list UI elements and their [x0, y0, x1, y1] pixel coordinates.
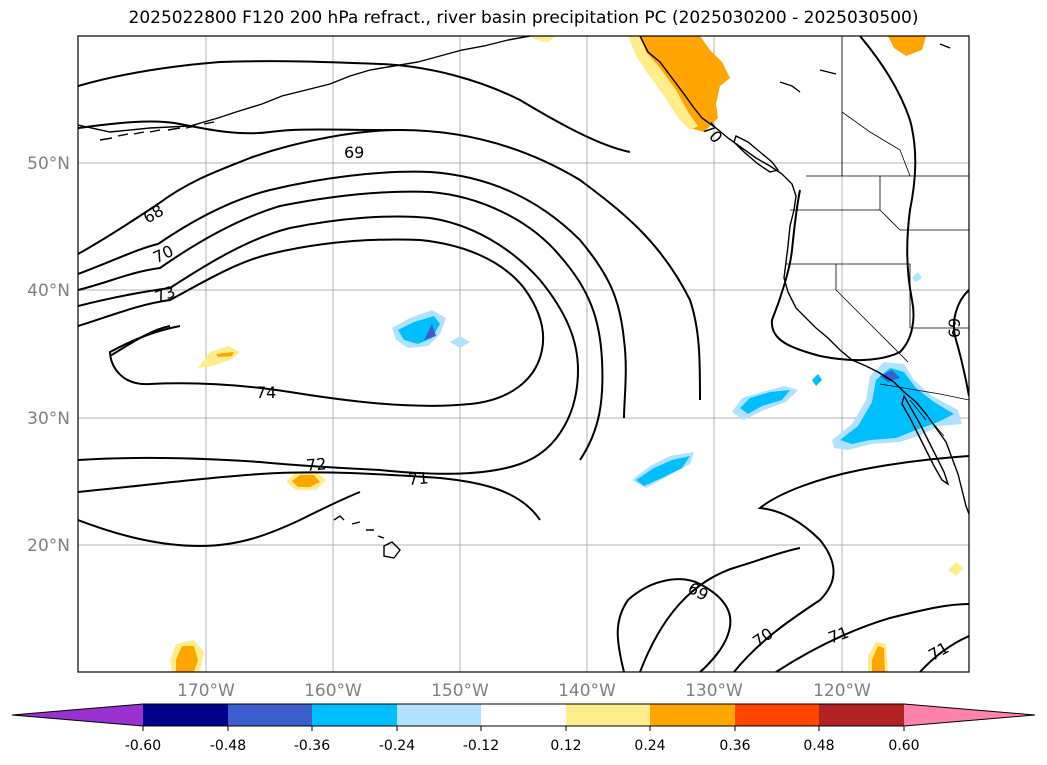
colorbar-segment: [819, 704, 904, 726]
colorbar-tick-marks: [142, 726, 905, 731]
colorbar-segment: [566, 704, 650, 726]
positive-anomaly-top: [530, 36, 556, 42]
baja-peninsula: [901, 394, 950, 486]
state-line-nv: [836, 263, 911, 328]
contour-70-sw: [78, 491, 361, 548]
colorbar-segment: [228, 704, 312, 726]
colorbar-tick-label: -0.60: [125, 738, 161, 754]
positive-anomaly-e: [948, 562, 964, 576]
contour-label: 72: [305, 454, 327, 475]
contour-71-far-se: [775, 603, 969, 672]
contour-label: 69: [945, 318, 964, 338]
contour-label: 71: [407, 468, 429, 489]
contour-70: [78, 170, 627, 419]
contour-label: 74: [256, 383, 276, 402]
lon-label: 160°W: [304, 681, 362, 701]
contour-69-east: [952, 289, 969, 397]
contour-71-south: [78, 471, 541, 521]
contour-70-se: [733, 455, 969, 672]
contour-label: 69: [344, 143, 364, 162]
latitude-labels: 50°N 40°N 30°N 20°N: [27, 154, 70, 556]
colorbar-tick-label: 0.60: [888, 738, 919, 754]
negative-anomaly-socal-core: [840, 368, 954, 444]
negative-anomaly-center-max: [424, 324, 436, 340]
mexico-state-lines: [909, 399, 945, 437]
negative-anomaly-mid-east-core: [740, 390, 790, 414]
contour-71-corner: [919, 635, 969, 672]
contour-72: [78, 215, 580, 475]
colorbar-tick-label: -0.12: [463, 738, 499, 754]
pacific-northwest-islands: [779, 43, 951, 93]
lon-label: 150°W: [431, 681, 489, 701]
colorbar: -0.60 -0.48 -0.36 -0.24 -0.12 0.12 0.24 …: [11, 703, 1036, 754]
positive-anomaly-w1-core: [216, 352, 234, 357]
colorbar-segment: [904, 704, 1035, 726]
colorbar-segment: [312, 704, 397, 726]
contour-69-north: [78, 60, 631, 153]
positive-anomaly-s2-core: [872, 646, 885, 672]
negative-anomaly-dot2: [912, 272, 922, 282]
colorbar-segment: [481, 704, 566, 726]
negative-anomaly-socal-max: [880, 370, 900, 382]
contour-68: [78, 128, 701, 401]
contour-72-south: [78, 456, 381, 471]
colorbar-segment: [12, 704, 143, 726]
colorbar-segment: [143, 704, 228, 726]
negative-anomaly-small: [450, 336, 470, 348]
colorbar-tick-label: -0.24: [379, 738, 415, 754]
positive-anomaly-w1: [198, 346, 240, 368]
contour-69-upper: [78, 120, 401, 135]
aleutian-islands: [99, 121, 215, 141]
political-borders: [786, 36, 969, 437]
longitude-labels: 170°W 160°W 150°W 140°W 130°W 120°W: [177, 681, 871, 701]
contour-71-se: [639, 547, 801, 672]
negative-anomaly-dot1: [812, 374, 822, 386]
colorbar-tick-label: 0.48: [803, 738, 834, 754]
colorbar-segment: [650, 704, 735, 726]
chart-title: 2025022800 F120 200 hPa refract., river …: [128, 8, 919, 28]
positive-anomaly-bc-coast: [628, 36, 730, 132]
lat-label: 50°N: [27, 154, 70, 174]
lon-label: 140°W: [558, 681, 616, 701]
lon-label: 120°W: [813, 681, 871, 701]
contour-70-east: [770, 36, 917, 362]
contour-71: [78, 190, 604, 461]
vancouver-island: [733, 135, 780, 173]
negative-anomaly-south-core: [636, 456, 690, 486]
colorbar-tick-label: -0.48: [210, 738, 246, 754]
colorbar-segment: [397, 704, 481, 726]
lat-label: 30°N: [27, 409, 70, 429]
positive-anomaly-ne-corner: [888, 36, 926, 56]
lat-label: 20°N: [27, 536, 70, 556]
contour-73: [78, 238, 545, 407]
state-line-idaho: [879, 209, 969, 231]
contour-69-south: [616, 578, 732, 672]
lon-label: 130°W: [685, 681, 743, 701]
state-line-mexico: [879, 383, 969, 401]
hawaii-islands: [333, 515, 401, 559]
colorbar-tick-label: 0.24: [634, 738, 665, 754]
colorbar-tick-label: 0.12: [550, 738, 581, 754]
positive-anomaly-bc-coast-edge: [628, 36, 698, 130]
shaded-anomalies: [170, 36, 964, 672]
positive-anomaly-w2-core: [292, 475, 320, 487]
canada-province-line: [841, 36, 911, 177]
map-border: [77, 35, 970, 673]
lat-label: 40°N: [27, 281, 70, 301]
positive-anomaly-s1-core: [176, 646, 198, 672]
contour-74: [109, 325, 171, 357]
state-line-ca-nv: [835, 289, 909, 363]
refractivity-contours: [78, 36, 969, 672]
colorbar-segment: [735, 704, 819, 726]
colorbar-tick-label: -0.36: [294, 738, 330, 754]
colorbar-tick-label: 0.36: [719, 738, 750, 754]
lon-label: 170°W: [177, 681, 235, 701]
